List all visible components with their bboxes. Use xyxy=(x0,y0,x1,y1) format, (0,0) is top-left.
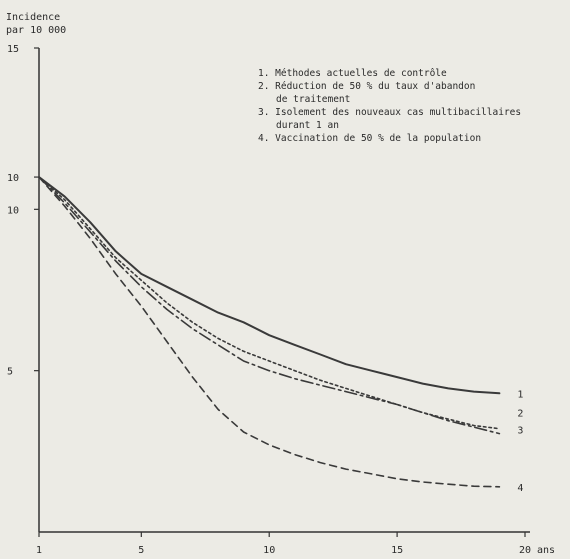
x-tick-label: 1 xyxy=(36,545,42,556)
y-tick-label: 10 xyxy=(7,205,19,216)
series-line-1 xyxy=(38,176,501,395)
curve-labels: 1 2 3 4 xyxy=(517,389,523,494)
curve-label-2: 2 xyxy=(517,409,523,420)
y-tick-label: 5 xyxy=(7,367,13,378)
y-axis-label-line-1: Incidence xyxy=(6,12,60,23)
legend-item-3-cont: durant 1 an xyxy=(276,120,339,131)
x-tick-label: 15 xyxy=(391,545,403,556)
legend-item-2-cont: de traitement xyxy=(276,94,350,105)
curve-label-3: 3 xyxy=(517,426,523,437)
legend-item-1: 1. Méthodes actuelles de contrôle xyxy=(258,68,447,79)
x-tick-label: 5 xyxy=(138,545,144,556)
series-line-3 xyxy=(38,176,501,435)
curve-label-1: 1 xyxy=(517,389,523,400)
series-line-4 xyxy=(38,176,501,488)
x-axis-label: ans xyxy=(537,545,555,556)
y-axis-label-line-2: par 10 000 xyxy=(6,25,66,36)
curve-label-4: 4 xyxy=(517,483,523,494)
legend-item-3: 3. Isolement des nouveaux cas multibacil… xyxy=(258,107,521,118)
y-tick-label: 15 xyxy=(7,44,19,55)
y-axis-label: Incidence par 10 000 xyxy=(6,12,66,36)
legend-item-4: 4. Vaccination de 50 % de la population xyxy=(258,133,481,144)
x-tick-label: 10 xyxy=(263,545,275,556)
y-ticks: 15 10 10 5 xyxy=(7,44,39,378)
y-tick-label: 10 xyxy=(7,173,19,184)
series-line-2 xyxy=(38,176,501,430)
x-tick-label: 20 xyxy=(519,545,531,556)
legend: 1. Méthodes actuelles de contrôle 2. Réd… xyxy=(258,68,521,144)
series-lines xyxy=(38,176,501,488)
x-ticks: 1 5 10 15 20 xyxy=(36,532,531,556)
legend-item-2: 2. Réduction de 50 % du taux d'abandon xyxy=(258,81,475,92)
